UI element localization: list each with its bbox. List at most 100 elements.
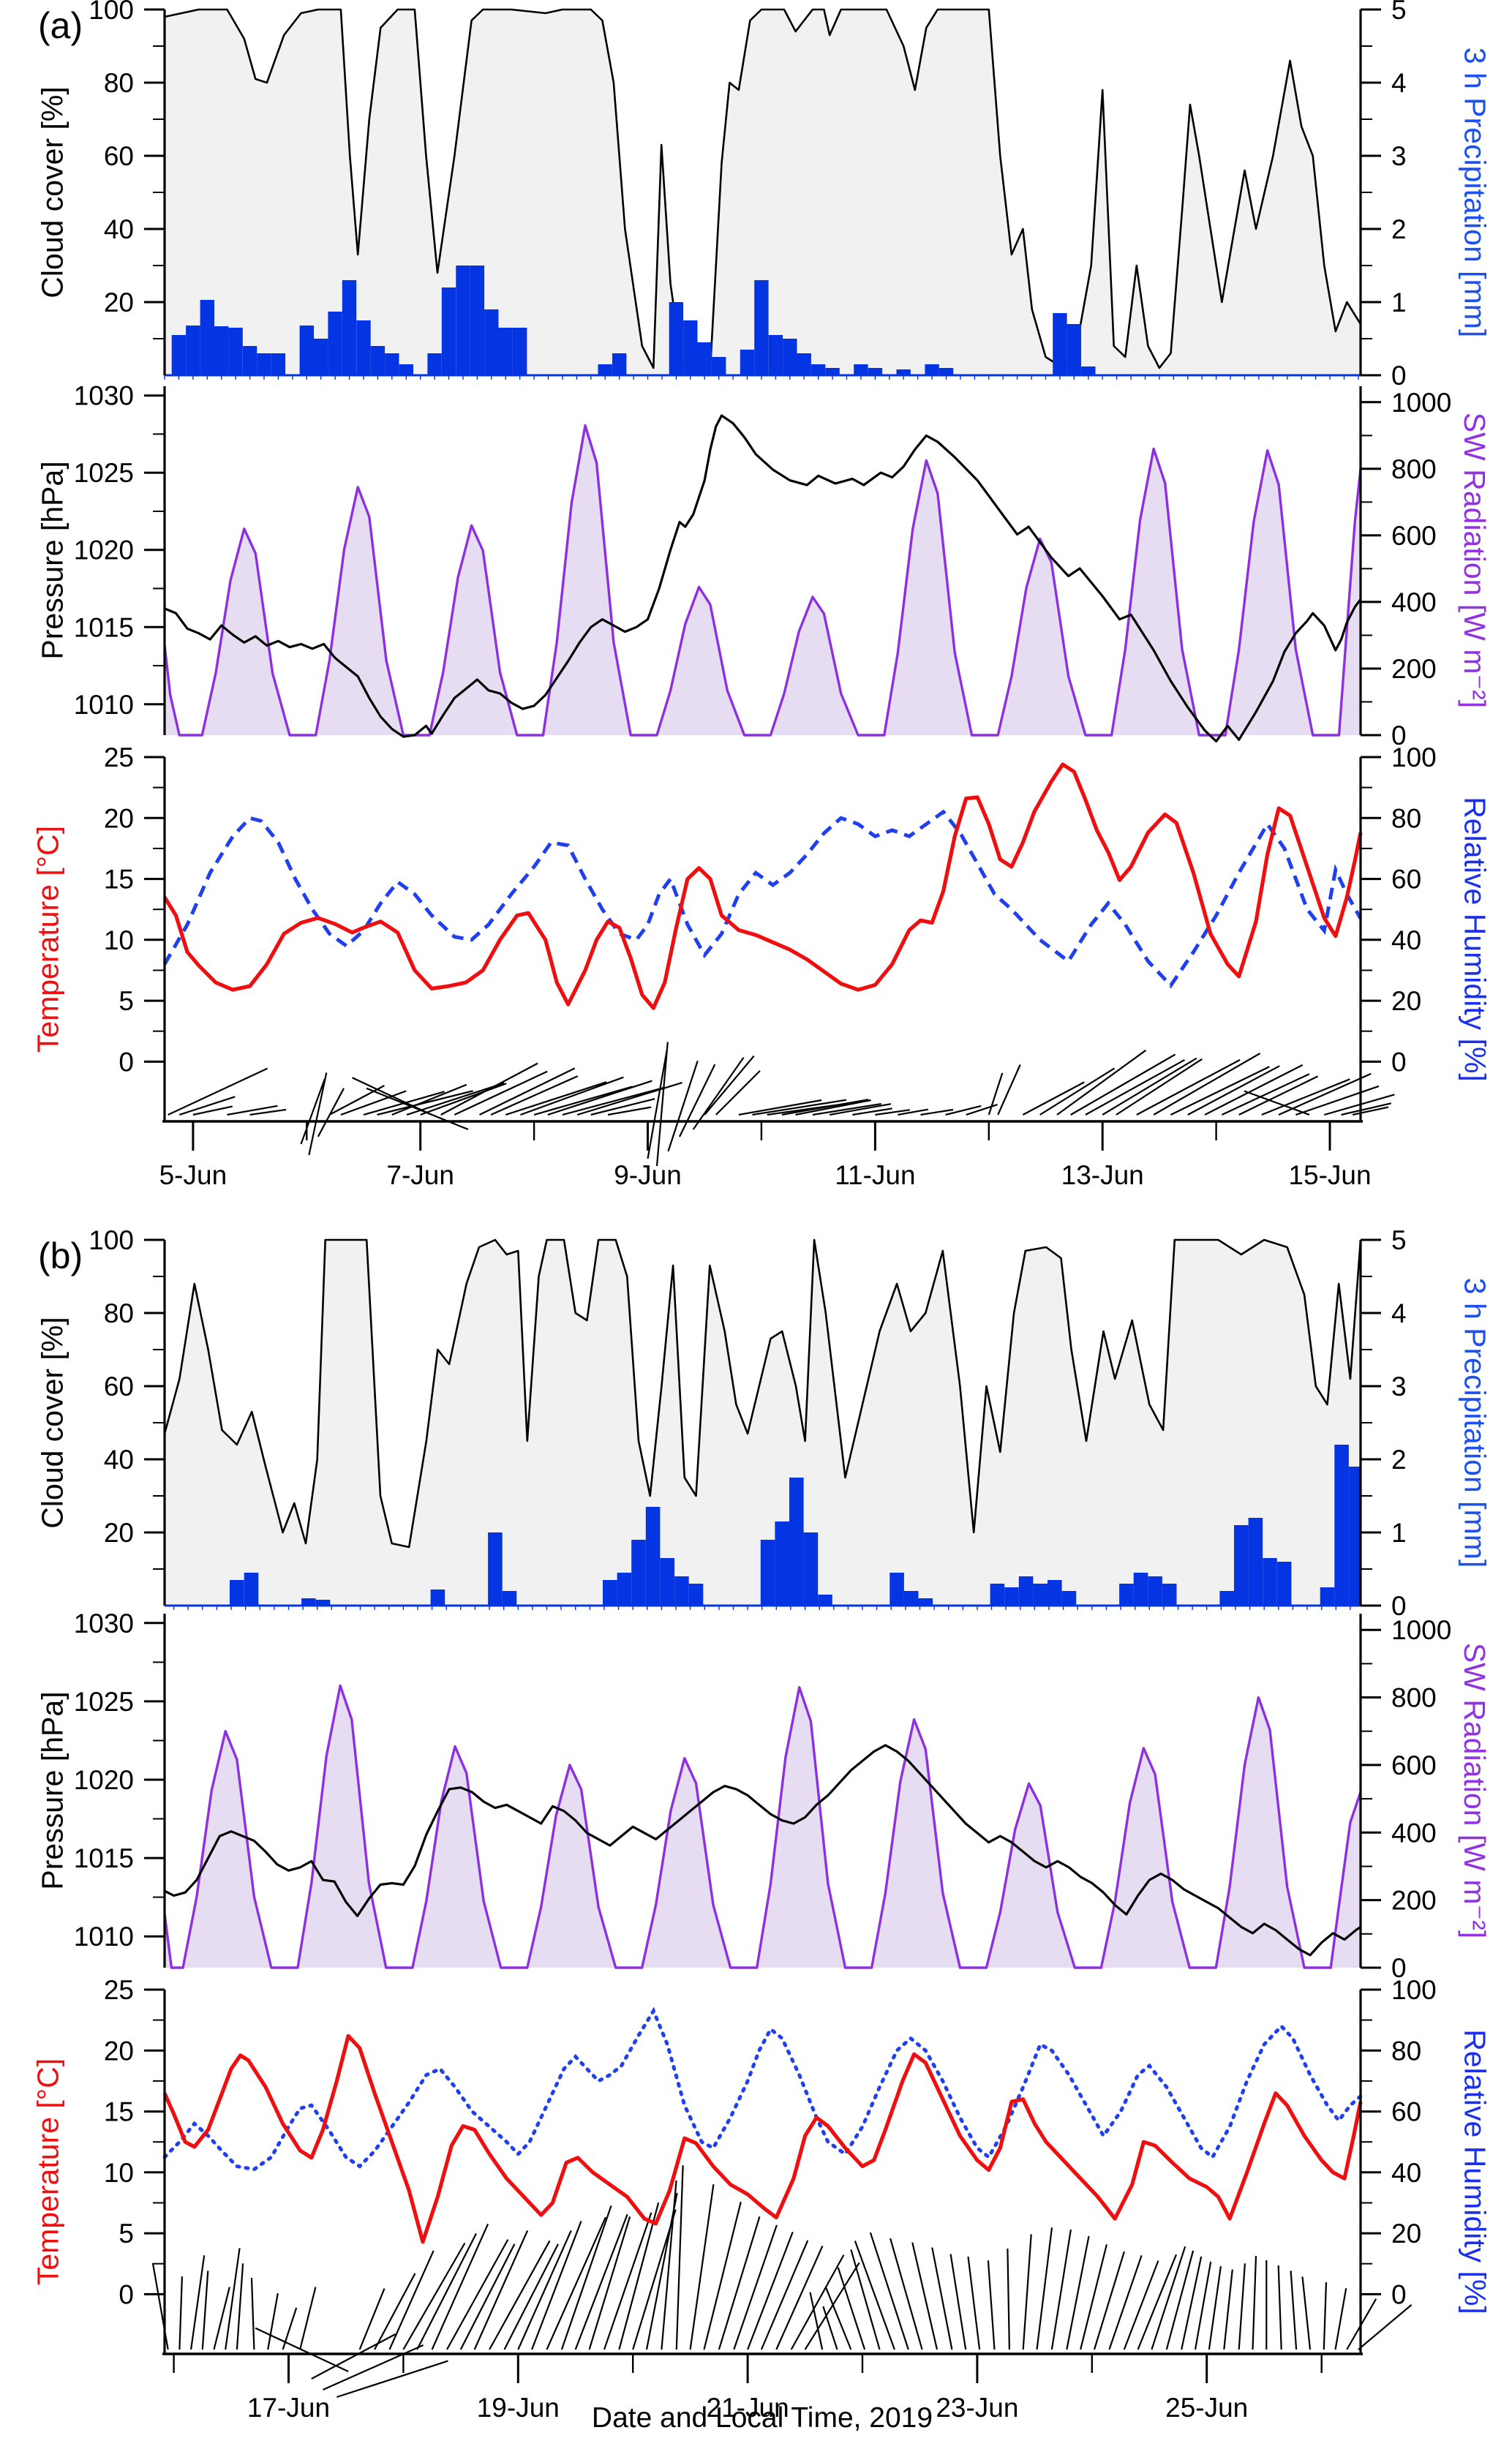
panel-a-label: (a) [38, 5, 83, 46]
panel-b-pressure-series [164, 1744, 1361, 1957]
svg-text:19-Jun: 19-Jun [477, 2393, 560, 2423]
panel-b-sw-axis: 1000 800 600 400 200 0 [1359, 1614, 1451, 1983]
svg-text:25-Jun: 25-Jun [1165, 2393, 1248, 2423]
svg-text:5: 5 [119, 2219, 134, 2249]
svg-text:15: 15 [104, 2097, 134, 2127]
svg-text:1015: 1015 [74, 612, 134, 642]
svg-text:60: 60 [104, 141, 134, 171]
panel-a-rh-axis: 100 80 60 40 20 0 [1359, 742, 1437, 1121]
svg-text:0: 0 [1391, 1591, 1407, 1621]
svg-text:5-Jun: 5-Jun [159, 1160, 227, 1190]
panel-a-temp-axis: 25 20 15 10 5 0 [104, 742, 166, 1121]
axis-title-precip-a: 3 h Precipitation [mm] [1458, 47, 1492, 338]
svg-text:80: 80 [1391, 2036, 1421, 2066]
svg-text:40: 40 [104, 1445, 134, 1475]
panel-a-sw-radiation-series [163, 424, 1362, 737]
panel-a-sw-axis: 1000 800 600 400 200 0 [1359, 386, 1451, 750]
svg-text:15: 15 [104, 865, 134, 895]
svg-text:80: 80 [104, 1298, 134, 1328]
svg-text:25: 25 [104, 1975, 134, 2005]
svg-text:23-Jun: 23-Jun [936, 2393, 1018, 2423]
svg-text:40: 40 [1391, 2158, 1421, 2188]
svg-text:0: 0 [1391, 1953, 1407, 1983]
svg-text:5: 5 [1391, 0, 1407, 25]
svg-text:3: 3 [1391, 141, 1407, 171]
panel-a-cloud-axis: 100 80 60 40 20 [89, 0, 166, 375]
svg-text:20: 20 [1391, 986, 1421, 1016]
svg-text:3: 3 [1391, 1372, 1407, 1402]
panel-b-x-axis: 17-Jun 19-Jun 21-Jun 23-Jun 25-Jun [162, 2352, 1363, 2423]
svg-text:80: 80 [104, 68, 134, 98]
svg-text:600: 600 [1391, 521, 1437, 551]
svg-text:1000: 1000 [1391, 1615, 1451, 1645]
axis-title-precip-b: 3 h Precipitation [mm] [1458, 1277, 1492, 1568]
svg-text:25: 25 [104, 742, 134, 772]
svg-text:5: 5 [1391, 1225, 1407, 1255]
svg-text:20: 20 [104, 287, 134, 317]
svg-text:5: 5 [119, 986, 134, 1016]
svg-text:0: 0 [1391, 721, 1407, 750]
svg-text:1010: 1010 [74, 690, 134, 720]
svg-text:400: 400 [1391, 1818, 1437, 1848]
panel-a-wind-barbs [168, 1042, 1395, 1167]
svg-text:100: 100 [89, 1225, 134, 1255]
svg-text:1020: 1020 [74, 1765, 134, 1795]
panel-b-precip-axis: 5 4 3 2 1 0 [1359, 1225, 1407, 1621]
panel-a-pressure-series [164, 414, 1362, 742]
svg-text:1030: 1030 [74, 1609, 134, 1639]
svg-text:60: 60 [1391, 865, 1421, 895]
panel-a-x-axis: 5-Jun 7-Jun 9-Jun 11-Jun 13-Jun 15-Jun [159, 1120, 1372, 1190]
svg-text:0: 0 [119, 2279, 134, 2309]
panel-a-precip-baseline [164, 374, 1361, 380]
panel-b-precipitation-bars [230, 1445, 1361, 1606]
svg-text:11-Jun: 11-Jun [835, 1160, 915, 1190]
svg-text:1010: 1010 [74, 1922, 134, 1952]
panel-b-sw-radiation-series [163, 1684, 1362, 1969]
axis-title-temp-b: Temperature [°C] [31, 2058, 65, 2286]
svg-text:1000: 1000 [1391, 388, 1451, 418]
svg-text:4: 4 [1391, 1298, 1407, 1328]
svg-text:200: 200 [1391, 1886, 1437, 1916]
svg-text:13-Jun: 13-Jun [1061, 1160, 1144, 1190]
svg-text:0: 0 [1391, 1047, 1407, 1077]
svg-text:15-Jun: 15-Jun [1288, 1160, 1371, 1190]
svg-text:60: 60 [104, 1372, 134, 1402]
svg-text:400: 400 [1391, 587, 1437, 617]
axis-title-sw-b: SW Radiation [W m⁻²] [1458, 1642, 1492, 1939]
axis-title-rh-a: Relative Humidity [%] [1458, 797, 1492, 1082]
svg-text:21-Jun: 21-Jun [707, 2393, 789, 2423]
panel-b-label: (b) [38, 1235, 83, 1276]
panel-a-humidity-series [162, 809, 1363, 989]
svg-text:20: 20 [104, 803, 134, 833]
svg-text:40: 40 [1391, 925, 1421, 955]
svg-text:0: 0 [1391, 361, 1407, 391]
svg-text:20: 20 [104, 2036, 134, 2066]
svg-text:2: 2 [1391, 214, 1407, 244]
svg-text:20: 20 [104, 1518, 134, 1548]
panel-b-humidity-series [162, 2006, 1363, 2172]
svg-text:10: 10 [104, 925, 134, 955]
panel-b-cloud-cover-series [163, 1238, 1362, 1606]
svg-text:800: 800 [1391, 1683, 1437, 1713]
panel-b-temp-axis: 25 20 15 10 5 0 [104, 1975, 166, 2354]
svg-text:800: 800 [1391, 454, 1437, 484]
svg-text:1020: 1020 [74, 535, 134, 565]
svg-text:200: 200 [1391, 654, 1437, 684]
panel-b-cloud-axis: 100 80 60 40 20 [89, 1225, 166, 1606]
axis-title-rh-b: Relative Humidity [%] [1458, 2029, 1492, 2314]
svg-text:9-Jun: 9-Jun [614, 1160, 682, 1190]
svg-text:100: 100 [89, 0, 134, 25]
panel-b-pressure-axis: 1030 1025 1020 1015 1010 [74, 1609, 166, 1968]
svg-text:1015: 1015 [74, 1843, 134, 1873]
svg-text:7-Jun: 7-Jun [386, 1160, 454, 1190]
svg-text:1: 1 [1391, 1518, 1407, 1548]
panel-b-temperature-series [162, 2034, 1363, 2244]
panel-b-precip-baseline [165, 1604, 1361, 1610]
svg-text:1025: 1025 [74, 458, 134, 488]
svg-text:17-Jun: 17-Jun [247, 2393, 330, 2423]
panel-a-temperature-series [162, 762, 1363, 1010]
svg-text:1030: 1030 [74, 381, 134, 411]
svg-text:4: 4 [1391, 68, 1407, 98]
